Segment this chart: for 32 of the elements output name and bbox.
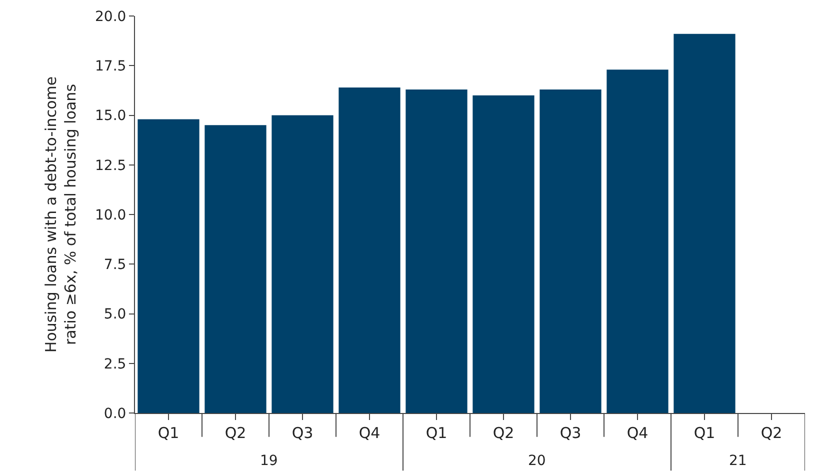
y-tick-label: 12.5 [95, 158, 126, 174]
x-tick-label: Q1 [426, 424, 448, 442]
bar [674, 34, 736, 413]
x-tick-label: Q2 [224, 424, 246, 442]
bar [204, 125, 266, 413]
y-tick-label: 2.5 [104, 356, 126, 372]
bar [406, 89, 468, 413]
x-tick-label: Q4 [626, 424, 648, 442]
x-tick-label: Q3 [560, 424, 582, 442]
bar [272, 115, 334, 413]
y-tick-label: 0.0 [104, 406, 126, 422]
bar [540, 89, 602, 413]
bar [138, 119, 200, 413]
text: 21 [729, 453, 747, 469]
text: 20 [528, 453, 546, 469]
y-tick-label: 15.0 [95, 108, 126, 124]
y-tick-label: 17.5 [95, 58, 126, 75]
x-tick-label: Q1 [158, 424, 180, 442]
x-tick-label: Q2 [492, 424, 514, 442]
y-tick-label: 10.0 [95, 207, 126, 224]
bar [472, 95, 534, 413]
x-tick-label: Q3 [292, 424, 314, 442]
text: 19 [260, 453, 278, 469]
bar [338, 87, 400, 413]
y-tick-label: 20.0 [95, 8, 126, 25]
x-tick-label: Q4 [358, 424, 380, 442]
x-tick-label: Q2 [760, 424, 782, 442]
bar [606, 70, 668, 413]
y-tick-label: 7.5 [104, 257, 126, 274]
y-axis-title: Housing loans with a debt-to-income ratio ≥6x, % of total housing loans [42, 76, 80, 353]
y-tick-label: 5.0 [104, 306, 126, 323]
x-tick-label: Q1 [694, 424, 716, 442]
